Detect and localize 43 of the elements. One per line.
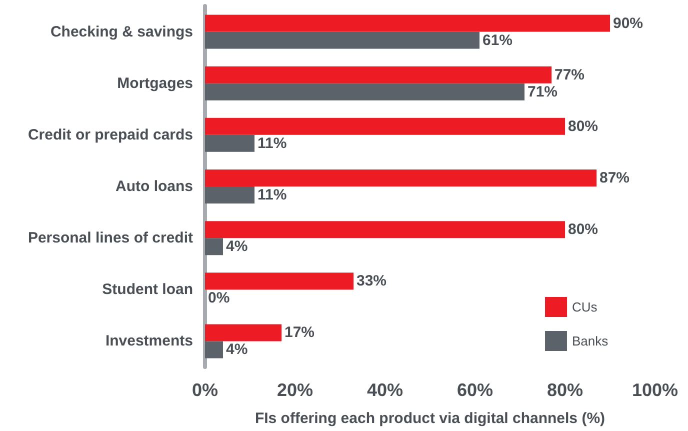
y-tick-label: Personal lines of credit xyxy=(28,230,193,247)
x-tick-label: 100% xyxy=(632,380,678,400)
bar xyxy=(205,324,282,342)
bar xyxy=(205,83,524,100)
x-tick-label: 20% xyxy=(276,380,314,400)
x-tick-label: 40% xyxy=(366,380,404,400)
y-tick-label: Investments xyxy=(105,332,193,350)
data-label: 87% xyxy=(600,170,630,186)
legend-label: CUs xyxy=(572,300,598,314)
bar xyxy=(205,238,223,256)
bar xyxy=(205,66,552,84)
legend-label: Banks xyxy=(572,334,609,348)
data-label: 77% xyxy=(554,66,585,84)
bar xyxy=(205,14,610,32)
data-label: 0% xyxy=(208,290,230,307)
data-label: 90% xyxy=(613,14,644,32)
data-label: 4% xyxy=(226,238,248,256)
data-label: 4% xyxy=(226,341,248,358)
data-label: 80% xyxy=(568,118,598,135)
y-tick-label: Credit or prepaid cards xyxy=(28,126,193,144)
bar xyxy=(205,186,254,204)
y-tick-label: Student loan xyxy=(102,281,193,298)
data-label: 17% xyxy=(284,324,315,342)
data-label: 80% xyxy=(568,221,598,238)
y-tick-label: Auto loans xyxy=(116,178,193,195)
data-label: 61% xyxy=(482,32,513,49)
x-tick-label: 60% xyxy=(456,380,494,400)
data-label: 33% xyxy=(356,272,387,290)
x-axis-title: FIs offering each product via digital channels (%) xyxy=(254,410,606,427)
bar xyxy=(205,341,223,358)
y-tick-label: Mortgages xyxy=(117,74,193,92)
bar xyxy=(205,272,354,290)
y-tick-label: Checking & savings xyxy=(50,23,193,40)
data-label: 11% xyxy=(258,134,287,152)
bar xyxy=(205,221,565,238)
bar xyxy=(205,32,480,49)
bar xyxy=(205,134,254,152)
data-label: 11% xyxy=(258,186,287,204)
x-tick-label: 0% xyxy=(192,380,218,400)
data-label: 71% xyxy=(528,83,558,100)
x-tick-label: 80% xyxy=(546,380,584,400)
bar xyxy=(205,170,596,186)
bar xyxy=(205,118,565,135)
